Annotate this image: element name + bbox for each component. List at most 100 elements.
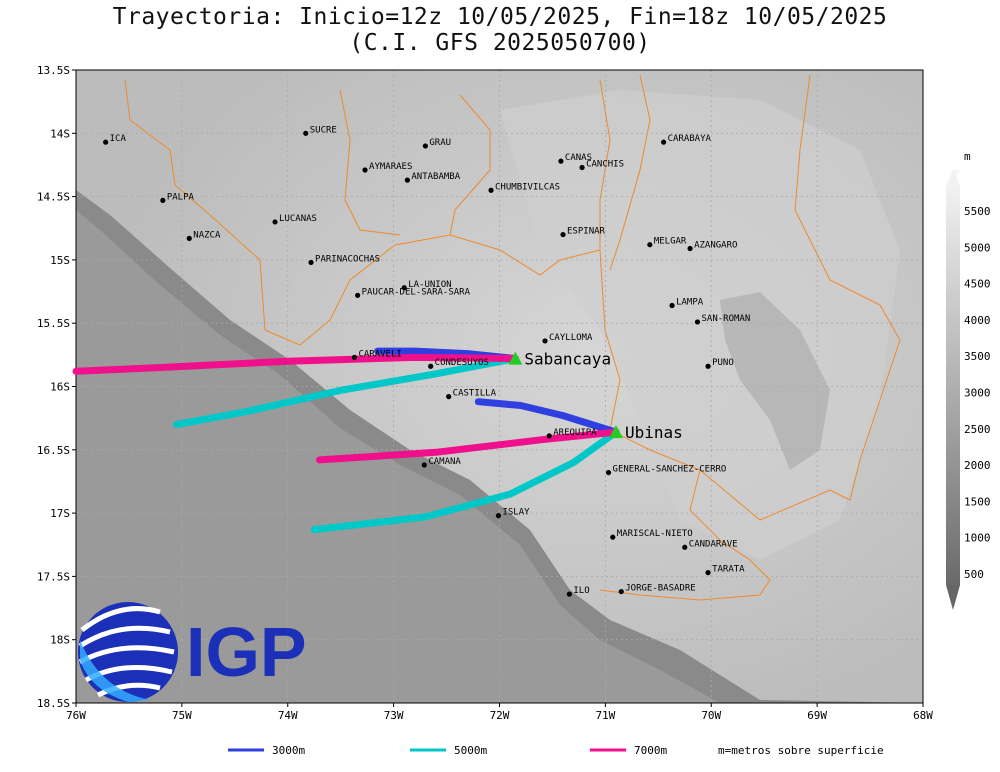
- city-marker: [560, 231, 566, 238]
- y-tick-label: 14.5S: [37, 191, 70, 204]
- volcano-label: Sabancaya: [524, 350, 611, 369]
- province-label: ICA: [110, 134, 127, 144]
- city-marker: [542, 338, 548, 344]
- province-label: GENERAL-SANCHEZ-CERRO: [613, 465, 727, 475]
- y-tick-label: 16.5S: [37, 444, 70, 457]
- city-marker: [495, 513, 502, 519]
- province-label: ESPINAR: [567, 227, 606, 237]
- legend-note: m=metros sobre superficie: [718, 744, 884, 757]
- city-marker: [558, 158, 564, 164]
- province-label: CANDARAVE: [689, 539, 738, 549]
- y-tick-label: 18S: [50, 634, 70, 647]
- colorbar-label: 4500: [964, 278, 991, 291]
- chart-title: Trayectoria: Inicio=12z 10/05/2025, Fin=…: [112, 4, 888, 30]
- province-label: ANTABAMBA: [411, 172, 460, 182]
- legend-label: 3000m: [272, 744, 305, 757]
- colorbar-label: 500: [964, 568, 984, 581]
- province-label: CARAVELI: [358, 349, 401, 359]
- province-label: AZANGARO: [694, 241, 737, 251]
- colorbar-label: 2500: [964, 423, 991, 436]
- y-axis-ticks: 13.5S 14S 14.5S 15S 15.5S 16S 16.5S 17S 17.5S 18S…: [37, 64, 76, 710]
- city-marker: [160, 197, 166, 203]
- colorbar-label: 1500: [964, 495, 991, 508]
- city-marker: [579, 164, 585, 171]
- y-tick-label: 15S: [50, 254, 70, 267]
- colorbar-ramp: [946, 185, 960, 585]
- y-tick-label: 15.5S: [37, 317, 70, 330]
- city-marker: [546, 433, 552, 439]
- city-marker: [446, 394, 452, 400]
- legend-label: 5000m: [454, 744, 487, 757]
- city-marker: [488, 187, 494, 193]
- lake-titicaca: [720, 292, 830, 470]
- volcano-markers: Sabancaya Ubinas: [508, 350, 683, 442]
- city-marker: [687, 245, 693, 252]
- city-marker: [421, 462, 427, 468]
- logo-accent-icon: [80, 640, 150, 702]
- x-tick-label: 75W: [172, 709, 192, 722]
- province-label: AREQUIPA: [553, 428, 597, 438]
- province-label: GRAU: [429, 138, 451, 148]
- city-marker: [186, 235, 192, 241]
- province-label: MARISCAL-NIETO: [617, 529, 693, 539]
- y-tick-label: 13.5S: [37, 64, 70, 77]
- trajectories: [72, 347, 620, 534]
- province-label: NAZCA: [193, 230, 221, 240]
- y-tick-label: 18.5S: [37, 697, 70, 710]
- trajectory-ubinas-7000m: [316, 428, 620, 464]
- colorbar-unit: m: [964, 150, 971, 163]
- colorbar-label: 2000: [964, 459, 991, 472]
- trajectory-sabancaya-7000m: [72, 353, 519, 375]
- city-marker: [566, 591, 572, 597]
- logo-text: IGP: [186, 613, 307, 691]
- volcano-label: Ubinas: [625, 423, 683, 442]
- city-marker: [308, 259, 314, 266]
- city-marker: [647, 242, 653, 248]
- city-marker: [103, 139, 109, 145]
- trajectory-sabancaya-5000m: [173, 355, 519, 428]
- province-label: MELGAR: [654, 237, 687, 247]
- igp-logo: IGP: [78, 602, 307, 702]
- city-marker: [355, 292, 361, 298]
- x-tick-label: 68W: [913, 709, 933, 722]
- city-marker: [362, 167, 368, 173]
- province-label: CASTILLA: [453, 389, 497, 399]
- city-marker: [272, 219, 278, 225]
- x-axis-ticks: 76W 75W 74W 73W 72W 71W 70W 69W 68W: [66, 703, 933, 722]
- city-marker: [694, 319, 701, 325]
- trajectory-ubinas-3000m: [474, 398, 620, 436]
- province-label: ILO: [573, 586, 589, 596]
- province-label: PALPA: [167, 192, 195, 202]
- y-tick-label: 17S: [50, 507, 70, 520]
- province-label: AYMARAES: [369, 162, 412, 172]
- ocean: [76, 210, 720, 703]
- colorbar-label: 1000: [964, 532, 991, 545]
- y-tick-label: 16S: [50, 381, 70, 394]
- x-tick-label: 71W: [595, 709, 615, 722]
- x-tick-label: 70W: [701, 709, 721, 722]
- city-marker: [428, 363, 434, 369]
- x-tick-label: 69W: [807, 709, 827, 722]
- province-label: CARABAYA: [668, 134, 712, 144]
- province-label: CANCHIS: [586, 159, 624, 169]
- colorbar-label: 3000: [964, 387, 991, 400]
- province-label: PARINACOCHAS: [315, 254, 380, 264]
- province-label: LA-UNION: [408, 280, 451, 290]
- city-marker: [401, 285, 407, 291]
- city-marker: [618, 588, 624, 595]
- colorbar-bottom-triangle: [946, 585, 960, 610]
- city-marker: [661, 139, 667, 145]
- legend: 3000m 5000m 7000m: [228, 744, 667, 757]
- province-label: CHUMBIVILCAS: [495, 182, 560, 192]
- volcano-triangle-icon: [508, 351, 523, 365]
- province-label: LAMPA: [676, 297, 704, 307]
- y-tick-label: 17.5S: [37, 570, 70, 583]
- province-label: SUCRE: [310, 125, 337, 135]
- x-tick-label: 72W: [490, 709, 510, 722]
- city-marker: [682, 544, 688, 550]
- city-marker: [610, 534, 616, 540]
- province-label: CAYLLOMA: [549, 333, 593, 343]
- city-marker: [404, 177, 410, 183]
